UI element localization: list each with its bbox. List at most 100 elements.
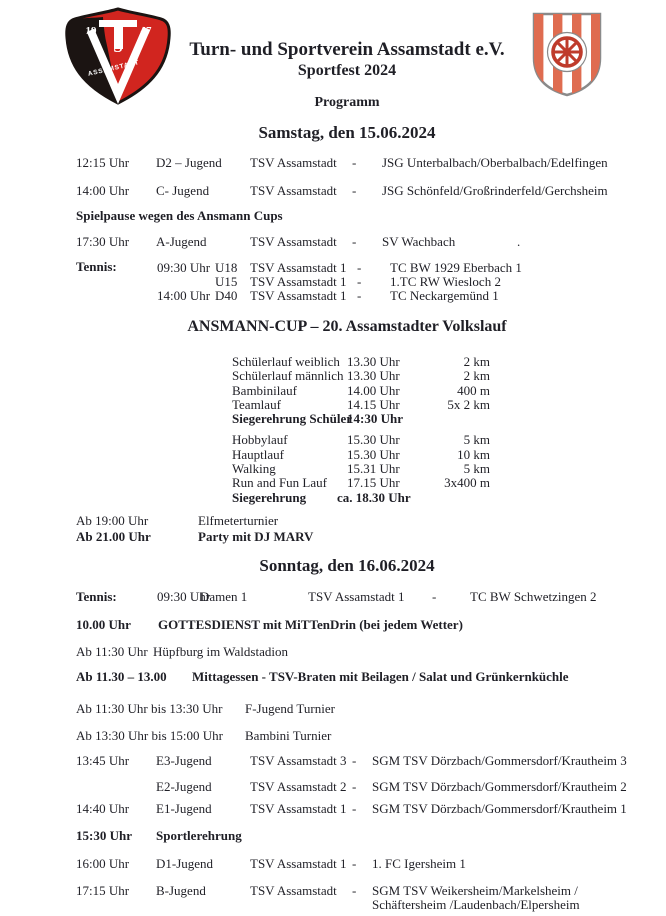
sunday-heading: Sonntag, den 16.06.2024: [259, 556, 435, 575]
service-row: 10.00 Uhr GOTTESDIENST mit MiTTenDrin (b…: [0, 617, 666, 635]
match-time: 17:15 Uhr: [76, 883, 130, 898]
race-row: Walking 15.31 Uhr 5 km: [0, 461, 666, 479]
race-time: 17.15 Uhr: [347, 475, 400, 490]
svg-text:19: 19: [86, 25, 98, 37]
race-time: 14.15 Uhr: [347, 397, 400, 412]
match-team: C- Jugend: [156, 183, 210, 198]
match-time: 14:40 Uhr: [76, 801, 130, 816]
event-label: Hüpfburg im Waldstadion: [153, 644, 288, 659]
match-time: 14:00 Uhr: [76, 183, 130, 198]
separator-dash: -: [352, 856, 357, 871]
age-class: U15: [215, 274, 238, 289]
race-time: 13.30 Uhr: [347, 368, 400, 383]
race-row: Hobbylauf 15.30 Uhr 5 km: [0, 432, 666, 450]
svg-text:47: 47: [141, 25, 153, 37]
evening-row: Ab 19:00 Uhr Elfmeterturnier: [0, 513, 666, 531]
match-row: 12:15 Uhr D2 – Jugend TSV Assamstadt - J…: [0, 155, 666, 173]
race-distance: 5x 2 km: [447, 397, 490, 412]
match-time: 12:15 Uhr: [76, 155, 130, 170]
event-time: 10.00 Uhr: [76, 617, 131, 632]
race-distance: 5 km: [463, 461, 490, 476]
race-distance: 2 km: [463, 368, 490, 383]
lunch-row: Ab 11.30 – 13.00 Mittagessen - TSV-Brate…: [0, 669, 666, 687]
match-team: E1-Jugend: [156, 801, 212, 816]
race-name: Bambinilauf: [232, 383, 297, 398]
separator-dash: -: [352, 183, 357, 198]
race-name: Teamlauf: [232, 397, 281, 412]
separator-dash: -: [352, 155, 357, 170]
saturday-heading: Samstag, den 15.06.2024: [258, 123, 436, 142]
event-label: Mittagessen - TSV-Braten mit Beilagen / …: [192, 669, 569, 684]
separator-dash: -: [352, 801, 357, 816]
race-row: Siegerehrung Schüler 14:30 Uhr: [0, 411, 666, 429]
match-team: D1-Jugend: [156, 856, 214, 871]
home-team: TSV Assamstadt: [250, 183, 337, 198]
match-team: E3-Jugend: [156, 753, 212, 768]
event-time: Ab 11:30 Uhr: [76, 644, 148, 659]
race-name: Schülerlauf männlich: [232, 368, 344, 383]
away-team: SV Wachbach: [382, 234, 456, 249]
town-crest-icon: [532, 12, 602, 97]
event-label: Elfmeterturnier: [198, 513, 279, 528]
event-label: Sportlerehrung: [156, 828, 242, 843]
tsv-shield-icon: S 19 47 ASSAMSTADT: [65, 7, 171, 105]
tennis-label: Tennis:: [76, 259, 117, 274]
away-team: SGM TSV Dörzbach/Gommersdorf/Krautheim 1: [372, 801, 627, 816]
race-row: Bambinilauf 14.00 Uhr 400 m: [0, 383, 666, 401]
award-row: 15:30 Uhr Sportlerehrung: [0, 828, 666, 846]
event-time: 15:30 Uhr: [76, 828, 132, 843]
race-time: 14:30 Uhr: [347, 411, 403, 426]
separator-dash: -: [352, 234, 357, 249]
event-label: Party mit DJ MARV: [198, 529, 314, 544]
race-time: 15.30 Uhr: [347, 432, 400, 447]
away-team: SGM TSV Dörzbach/Gommersdorf/Krautheim 2: [372, 779, 627, 794]
event-subtitle: Sportfest 2024: [297, 62, 397, 79]
away-team: TC BW 1929 Eberbach 1: [390, 260, 522, 275]
event-time: Ab 11.30 – 13.00: [76, 669, 167, 684]
race-name: Siegerehrung: [232, 490, 307, 505]
away-team: SGM TSV Weikersheim/Markelsheim /: [372, 883, 578, 898]
event-time: Ab 21.00 Uhr: [76, 529, 151, 544]
match-row: 14:00 Uhr C- Jugend TSV Assamstadt - JSG…: [0, 183, 666, 201]
match-time: 16:00 Uhr: [76, 856, 130, 871]
race-time: ca. 18.30 Uhr: [337, 490, 411, 505]
home-team: TSV Assamstadt 3: [250, 753, 347, 768]
match-row: 17:30 Uhr A-Jugend TSV Assamstadt - SV W…: [0, 234, 666, 252]
match-team: E2-Jugend: [156, 779, 212, 794]
match-time: 09:30 Uhr: [157, 589, 211, 604]
tennis-row: U15 TSV Assamstadt 1 - 1.TC RW Wiesloch …: [0, 274, 666, 292]
match-row: 16:00 Uhr D1-Jugend TSV Assamstadt 1 - 1…: [0, 856, 666, 874]
match-team: B-Jugend: [156, 883, 206, 898]
home-team: TSV Assamstadt 1: [250, 856, 347, 871]
match-time: 17:30 Uhr: [76, 234, 130, 249]
separator-dash: -: [357, 274, 362, 289]
match-time: 14:00 Uhr: [157, 288, 211, 303]
age-class: D40: [215, 288, 238, 303]
event-time: Ab 19:00 Uhr: [76, 513, 149, 528]
tsv-logo: S 19 47 ASSAMSTADT: [62, 7, 174, 105]
away-team-line2: Schäftersheim /Laudenbach/Elpersheim: [372, 897, 580, 912]
separator-dash: -: [352, 779, 357, 794]
match-time: 09:30 Uhr: [157, 260, 211, 275]
tennis-row: 09:30 Uhr U18 TSV Assamstadt 1 - TC BW 1…: [0, 260, 666, 278]
tennis-row: Tennis: 09:30 Uhr Damen 1 TSV Assamstadt…: [0, 589, 666, 607]
home-team: TSV Assamstadt 1: [308, 589, 405, 604]
race-row: Siegerehrung ca. 18.30 Uhr: [0, 490, 666, 508]
race-name: Siegerehrung Schüler: [232, 411, 353, 426]
away-team: JSG Unterbalbach/Oberbalbach/Edelfingen: [382, 155, 608, 170]
age-class: Damen 1: [200, 589, 248, 604]
tournament-row: Ab 13:30 Uhr bis 15:00 Uhr Bambini Turni…: [0, 728, 666, 746]
race-row: Schülerlauf männlich 13.30 Uhr 2 km: [0, 368, 666, 386]
page-title: Turn- und Sportverein Assamstadt e.V.: [189, 39, 505, 60]
race-distance: 5 km: [463, 432, 490, 447]
home-team: TSV Assamstadt 1: [250, 288, 347, 303]
away-team: TC BW Schwetzingen 2: [470, 589, 597, 604]
race-name: Schülerlauf weiblich: [232, 354, 340, 369]
match-row: 14:40 Uhr E1-Jugend TSV Assamstadt 1 - S…: [0, 801, 666, 819]
program-heading: Programm: [314, 95, 380, 110]
match-row: 13:45 Uhr E3-Jugend TSV Assamstadt 3 - S…: [0, 753, 666, 771]
race-distance: 3x400 m: [444, 475, 490, 490]
event-label: F-Jugend Turnier: [245, 701, 335, 716]
separator-dash: -: [432, 589, 437, 604]
